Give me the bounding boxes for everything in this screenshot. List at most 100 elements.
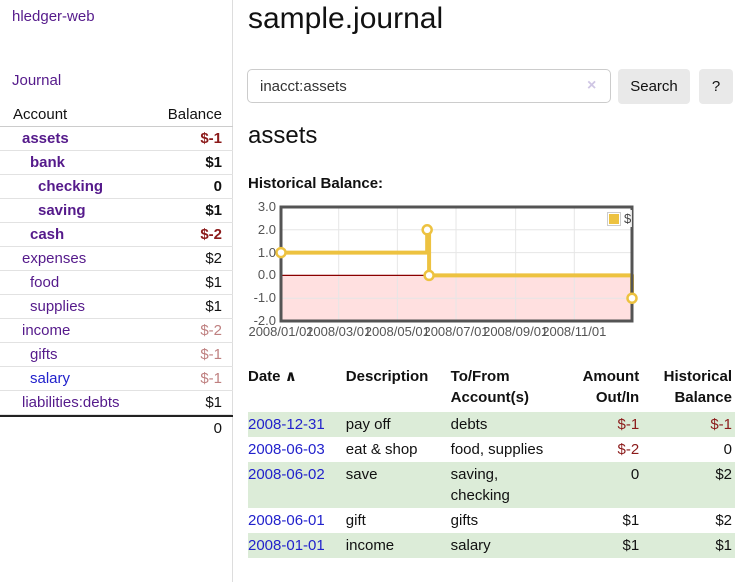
account-row: saving $1 (0, 199, 233, 223)
x-axis-tick-label: 2008/03/01 (306, 324, 372, 339)
search-input[interactable] (247, 69, 611, 103)
clear-search-icon[interactable]: × (587, 77, 597, 94)
account-row: food $1 (0, 271, 233, 295)
sidebar-account-link-gifts[interactable]: gifts (30, 346, 58, 363)
transaction-date-link[interactable]: 2008-12-31 (248, 416, 325, 433)
transaction-row: 2008-06-01 gift gifts $1 $2 (248, 508, 735, 533)
account-balance-value: $-1 (200, 130, 222, 147)
account-row: checking 0 (0, 175, 233, 199)
balance-column-header-register: Historical Balance (663, 368, 732, 406)
sidebar-account-link-supplies[interactable]: supplies (30, 298, 86, 315)
app-brand-link[interactable]: hledger-web (12, 8, 95, 25)
account-balance-value: $-1 (200, 370, 222, 387)
register-header-row: Date ∧ Description To/From Account(s) Am… (248, 363, 735, 412)
page-title: sample.journal (248, 2, 444, 35)
sidebar-account-link-assets[interactable]: assets (22, 130, 69, 147)
y-axis-tick-label: 2.0 (257, 221, 276, 237)
transaction-accounts: debts (450, 412, 558, 437)
account-row: liabilities:debts $1 (0, 391, 233, 415)
transaction-description: pay off (345, 412, 451, 437)
transaction-row: 2008-06-03 eat & shop food, supplies $-2 0 (248, 437, 735, 462)
x-axis-tick-label: 2008/01/01 (248, 324, 314, 339)
x-axis-tick-label: 2008/07/01 (423, 324, 489, 339)
transaction-balance: $2 (715, 512, 732, 529)
account-row: supplies $1 (0, 295, 233, 319)
accounts-column-header: To/From Account(s) (450, 368, 529, 406)
x-axis-tick-label: 2008/11/01 (542, 324, 607, 339)
account-row: bank $1 (0, 151, 233, 175)
register-table: Date ∧ Description To/From Account(s) Am… (248, 363, 735, 558)
transaction-row: 2008-06-02 save saving, checking 0 $2 (248, 462, 735, 508)
sidebar-account-link-bank[interactable]: bank (30, 154, 66, 171)
accounts-total-value: 0 (213, 419, 222, 437)
transaction-accounts: saving, checking (450, 462, 558, 508)
y-axis-tick-label: -2.0 (253, 313, 276, 328)
transaction-accounts: gifts (450, 512, 479, 529)
sidebar-account-link-cash[interactable]: cash (30, 226, 65, 243)
account-balance-value: $2 (205, 250, 222, 267)
sidebar-item-journal[interactable]: Journal (12, 72, 62, 89)
accounts-table-header: Account Balance (0, 103, 233, 127)
transaction-description: eat & shop (345, 441, 418, 458)
transaction-amount: $1 (557, 533, 643, 558)
account-row: salary $-1 (0, 367, 233, 391)
chart-title: Historical Balance: (248, 175, 384, 192)
account-balance-value: $-2 (200, 226, 222, 243)
chart-legend: $ (606, 210, 633, 227)
account-balance-value: 0 (213, 178, 222, 195)
y-axis-tick-label: -1.0 (253, 290, 276, 306)
sidebar-account-link-saving[interactable]: saving (38, 202, 86, 219)
account-balance-value: $1 (205, 394, 222, 411)
transaction-row: 2008-01-01 income salary $1 $1 (248, 533, 735, 558)
y-axis-tick-label: 1.0 (257, 244, 276, 260)
x-axis-tick-label: 2008/09/01 (483, 324, 549, 339)
sidebar-account-link-income[interactable]: income (22, 322, 71, 339)
help-button[interactable]: ? (699, 69, 733, 104)
transaction-accounts: salary (450, 533, 558, 558)
transaction-date-link[interactable]: 2008-06-03 (248, 441, 325, 458)
transaction-amount: $-1 (557, 412, 643, 437)
chart-canvas (275, 205, 638, 323)
account-heading: assets (248, 122, 318, 149)
sidebar: hledger-web Journal Account Balance asse… (0, 0, 233, 582)
account-balance-value: $1 (205, 298, 222, 315)
account-balance-value: $1 (205, 202, 222, 219)
search-bar: × Search ? (247, 69, 742, 105)
x-axis-tick-label: 2008/05/01 (364, 324, 430, 339)
account-balance-value: $1 (205, 274, 222, 291)
y-axis-tick-label: 0.0 (257, 267, 276, 283)
sidebar-account-link-food[interactable]: food (30, 274, 60, 291)
transaction-balance: $2 (642, 462, 735, 508)
description-column-header: Description (345, 368, 429, 385)
date-column-header[interactable]: Date ∧ (248, 368, 297, 385)
legend-label: $ (624, 211, 632, 226)
accounts-total-row: 0 (0, 415, 233, 439)
transaction-amount: $1 (622, 512, 640, 529)
transaction-balance: 0 (723, 441, 732, 458)
main-content: sample.journal × Search ? assets Histori… (247, 0, 742, 582)
transaction-balance: $-1 (642, 412, 735, 437)
legend-swatch-icon (607, 211, 621, 226)
transaction-description: gift (345, 512, 366, 529)
sort-ascending-icon: ∧ (284, 368, 297, 385)
sidebar-account-link-liabilities-debts[interactable]: liabilities:debts (22, 394, 120, 411)
account-balance-value: $1 (205, 154, 222, 171)
account-row: cash $-2 (0, 223, 233, 247)
account-row: income $-2 (0, 319, 233, 343)
account-balance-value: $-1 (200, 346, 222, 363)
transaction-date-link[interactable]: 2008-06-01 (248, 512, 325, 529)
balance-column-header: Balance (167, 106, 222, 123)
transaction-row: 2008-12-31 pay off debts $-1 $-1 (248, 412, 735, 437)
accounts-table: Account Balance assets $-1 bank $1 checking 0… (0, 103, 233, 439)
sidebar-account-link-checking[interactable]: checking (38, 178, 104, 195)
sidebar-account-link-expenses[interactable]: expenses (22, 250, 87, 267)
account-row: expenses $2 (0, 247, 233, 271)
amount-column-header: Amount Out/In (582, 368, 640, 406)
search-button[interactable]: Search (618, 69, 690, 104)
transaction-date-link[interactable]: 2008-06-02 (248, 466, 325, 483)
historical-balance-chart: 3.0 2.0 1.0 0.0 -1.0 -2.0 2008/01/01 2008/03/01… (247, 199, 742, 342)
sidebar-account-link-salary[interactable]: salary (30, 370, 71, 387)
transaction-accounts: food, supplies (450, 441, 544, 458)
transaction-balance: $1 (642, 533, 735, 558)
transaction-date-link[interactable]: 2008-01-01 (248, 537, 325, 554)
